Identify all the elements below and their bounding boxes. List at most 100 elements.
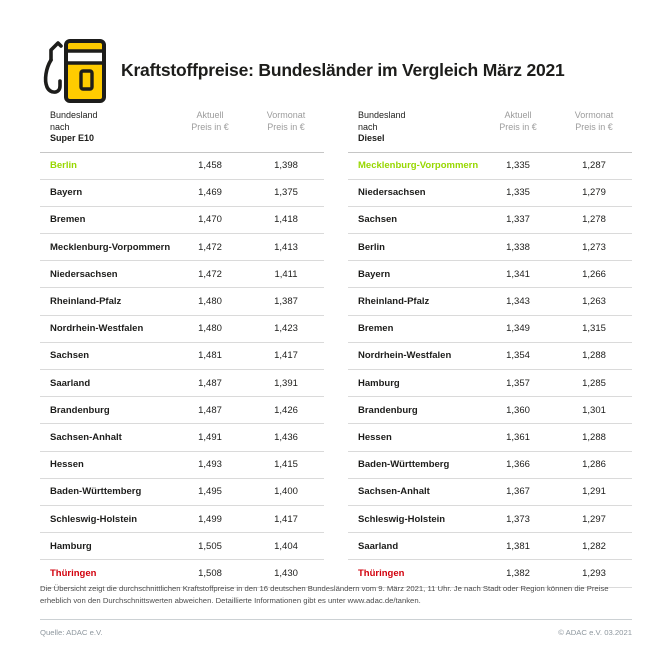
aktuell-price: 1,360 [506, 404, 530, 416]
vormonat-price: 1,297 [582, 513, 606, 525]
table-row: Hamburg 1,505 1,404 [40, 533, 324, 561]
column-header-aktuell: Aktuell Preis in € [172, 110, 248, 145]
aktuell-price: 1,338 [506, 241, 530, 253]
vormonat-price: 1,291 [582, 486, 606, 498]
vormonat-price: 1,417 [274, 350, 298, 362]
vormonat-price: 1,387 [274, 296, 298, 308]
aktuell-price: 1,335 [506, 187, 530, 199]
vormonat-price: 1,404 [274, 540, 298, 552]
vormonat-price: 1,413 [274, 241, 298, 253]
table-row: Sachsen-Anhalt 1,367 1,291 [348, 479, 632, 506]
table-row: Thüringen 1,382 1,293 [348, 560, 632, 588]
aktuell-price: 1,480 [198, 296, 222, 308]
vormonat-price: 1,417 [274, 513, 298, 525]
bundesland-label: Sachsen-Anhalt [358, 486, 430, 498]
table-row: Hessen 1,493 1,415 [40, 452, 324, 479]
aktuell-price: 1,487 [198, 377, 222, 389]
aktuell-price: 1,343 [506, 296, 530, 308]
table-row: Baden-Württemberg 1,366 1,286 [348, 452, 632, 479]
column-header-line: nach Super E10 [50, 122, 172, 145]
table-row: Brandenburg 1,487 1,426 [40, 397, 324, 425]
vormonat-price: 1,436 [274, 431, 298, 443]
bundesland-label: Bremen [358, 323, 394, 335]
table-row: Bremen 1,349 1,315 [348, 316, 632, 343]
column-header-line: nach Diesel [358, 122, 480, 145]
table-super-e10: Bundesland nach Super E10 Aktuell Preis … [40, 110, 324, 588]
aktuell-price: 1,381 [506, 540, 530, 552]
aktuell-price: 1,493 [198, 459, 222, 471]
column-header-bundesland: Bundesland nach Diesel [348, 110, 480, 145]
bundesland-label: Saarland [50, 377, 91, 389]
aktuell-price: 1,499 [198, 513, 222, 525]
vormonat-price: 1,430 [274, 567, 298, 579]
aktuell-price: 1,354 [506, 350, 530, 362]
bundesland-label: Hessen [50, 459, 84, 471]
vormonat-price: 1,282 [582, 540, 606, 552]
bundesland-label: Bayern [358, 268, 391, 280]
table-row: Hamburg 1,357 1,285 [348, 370, 632, 398]
vormonat-price: 1,279 [582, 187, 606, 199]
vormonat-price: 1,398 [274, 160, 298, 172]
vormonat-price: 1,426 [274, 404, 298, 416]
vormonat-price: 1,263 [582, 296, 606, 308]
aktuell-price: 1,357 [506, 377, 530, 389]
column-header-line: Aktuell [196, 110, 224, 120]
table-row: Bayern 1,341 1,266 [348, 261, 632, 289]
aktuell-price: 1,491 [198, 431, 222, 443]
bundesland-label: Bremen [50, 214, 86, 226]
bundesland-label: Mecklenburg-Vorpommern [358, 160, 479, 172]
table-row: Mecklenburg-Vorpommern 1,472 1,413 [40, 234, 324, 262]
table-row: Schleswig-Holstein 1,499 1,417 [40, 506, 324, 534]
vormonat-price: 1,375 [274, 187, 298, 199]
aktuell-price: 1,341 [506, 268, 530, 280]
vormonat-price: 1,288 [582, 431, 606, 443]
vormonat-price: 1,293 [582, 567, 606, 579]
bundesland-label: Rheinland-Pfalz [358, 296, 430, 308]
column-header-vormonat: Vormonat Preis in € [556, 110, 632, 145]
bundesland-label: Rheinland-Pfalz [50, 296, 122, 308]
table-row: Bremen 1,470 1,418 [40, 207, 324, 235]
table-row: Mecklenburg-Vorpommern 1,335 1,287 [348, 153, 632, 180]
table-row: Hessen 1,361 1,288 [348, 424, 632, 452]
aktuell-price: 1,470 [198, 214, 222, 226]
aktuell-price: 1,361 [506, 431, 530, 443]
aktuell-price: 1,366 [506, 459, 530, 471]
aktuell-price: 1,349 [506, 323, 530, 335]
bundesland-label: Berlin [358, 241, 385, 253]
aktuell-price: 1,480 [198, 323, 222, 335]
bundesland-label: Sachsen-Anhalt [50, 431, 122, 443]
bundesland-label: Sachsen [358, 214, 398, 226]
vormonat-price: 1,415 [274, 459, 298, 471]
aktuell-price: 1,367 [506, 486, 530, 498]
vormonat-price: 1,301 [582, 404, 606, 416]
bundesland-label: Bayern [50, 187, 83, 199]
bundesland-label: Hessen [358, 431, 392, 443]
vormonat-price: 1,285 [582, 377, 606, 389]
table-body-super-e10: Berlin 1,458 1,398 Bayern 1,469 1,375 Bremen 1,… [40, 153, 324, 588]
price-tables: Bundesland nach Super E10 Aktuell Preis … [40, 110, 632, 588]
table-row: Rheinland-Pfalz 1,343 1,263 [348, 288, 632, 316]
bundesland-label: Nordrhein-Westfalen [50, 323, 144, 335]
vormonat-price: 1,423 [274, 323, 298, 335]
table-row: Bayern 1,469 1,375 [40, 180, 324, 207]
bundesland-label: Hamburg [50, 540, 92, 552]
vormonat-price: 1,315 [582, 323, 606, 335]
column-header-line: Vormonat [574, 110, 614, 120]
table-row: Saarland 1,487 1,391 [40, 370, 324, 398]
bundesland-label: Hamburg [358, 377, 400, 389]
fuel-pump-icon [43, 39, 106, 103]
table-row: Brandenburg 1,360 1,301 [348, 397, 632, 425]
column-header-aktuell: Aktuell Preis in € [480, 110, 556, 145]
column-header-vormonat: Vormonat Preis in € [248, 110, 324, 145]
table-row: Sachsen 1,481 1,417 [40, 343, 324, 370]
table-row: Berlin 1,338 1,273 [348, 234, 632, 262]
aktuell-price: 1,335 [506, 160, 530, 172]
bundesland-label: Schleswig-Holstein [50, 513, 138, 525]
copyright-label: © ADAC e.V. 03.2021 [558, 628, 632, 637]
vormonat-price: 1,418 [274, 214, 298, 226]
fuel-type-label: Super E10 [50, 133, 95, 143]
fuel-type-prefix: nach [50, 121, 70, 132]
table-row: Sachsen-Anhalt 1,491 1,436 [40, 424, 324, 452]
bundesland-label: Mecklenburg-Vorpommern [50, 241, 171, 253]
